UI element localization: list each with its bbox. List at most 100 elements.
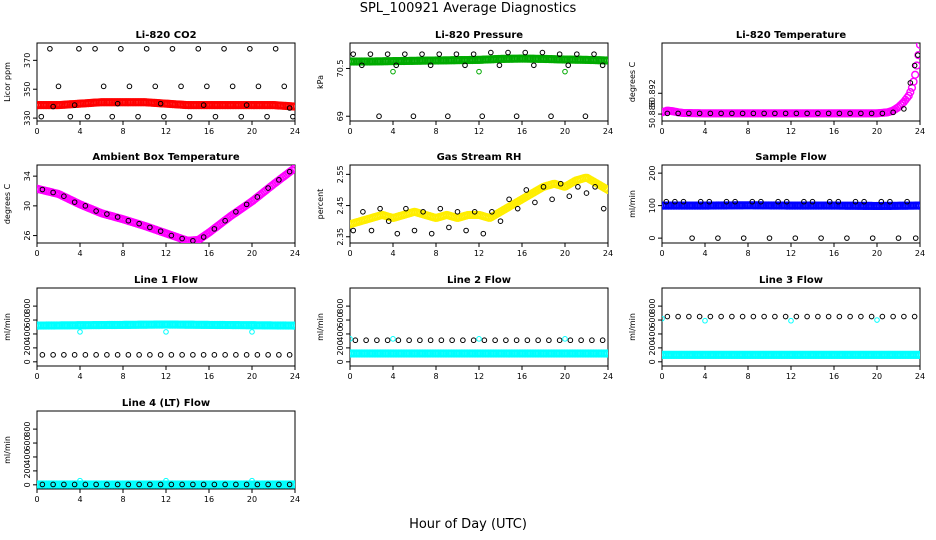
x-tick-label: 8	[433, 249, 438, 258]
data-point	[222, 217, 228, 224]
data-point	[603, 56, 608, 65]
data-point	[104, 481, 110, 488]
y-tick-label: 26	[23, 230, 32, 240]
data-point	[222, 481, 228, 488]
x-tick-label: 24	[915, 127, 925, 136]
data-point	[190, 352, 196, 358]
data-point	[793, 110, 800, 117]
series-2	[39, 352, 293, 358]
data-point	[233, 481, 239, 488]
y-tick-label: 200	[336, 340, 345, 355]
data-point	[109, 113, 116, 120]
data-point	[395, 337, 402, 344]
series-3	[77, 477, 255, 484]
data-point	[200, 481, 207, 488]
y-tick-label: 2.35	[336, 228, 345, 246]
data-point	[82, 481, 89, 488]
data-point	[195, 45, 202, 52]
x-axis-label: Hour of Day (UTC)	[409, 517, 527, 532]
data-point	[402, 51, 408, 57]
data-point	[265, 185, 271, 191]
data-point	[686, 313, 692, 320]
y-tick-label: 2.55	[336, 165, 345, 183]
data-point	[689, 235, 695, 241]
data-point	[532, 199, 538, 206]
data-point	[761, 110, 767, 117]
data-point	[562, 68, 568, 75]
data-point	[476, 336, 482, 342]
data-point	[506, 196, 512, 203]
data-point	[249, 329, 255, 335]
x-tick-label: 8	[120, 249, 125, 258]
data-point	[114, 481, 121, 488]
data-point	[675, 313, 681, 320]
data-point	[286, 105, 293, 111]
data-point	[906, 88, 915, 97]
data-point	[363, 337, 369, 344]
data-point	[406, 337, 412, 344]
series-1	[350, 173, 608, 229]
data-point	[290, 321, 295, 330]
data-point	[50, 189, 56, 196]
y-tick-label: 370	[23, 53, 32, 68]
data-point	[204, 83, 210, 90]
series-3	[77, 329, 255, 335]
data-point	[496, 62, 503, 69]
data-point	[546, 337, 552, 344]
data-point	[818, 235, 824, 241]
data-point	[359, 62, 365, 69]
data-point	[147, 352, 153, 358]
data-point	[249, 477, 255, 484]
x-tick-label: 20	[872, 249, 882, 258]
data-point	[901, 313, 907, 320]
data-point	[276, 481, 282, 488]
x-tick-label: 0	[347, 249, 352, 258]
data-point	[211, 352, 218, 358]
series-1	[350, 349, 608, 358]
x-tick-label: 20	[872, 372, 882, 381]
data-point	[50, 103, 56, 110]
y-tick-label: 600	[336, 312, 345, 327]
data-point	[663, 198, 670, 205]
x-tick-label: 24	[603, 127, 613, 136]
plot-area	[37, 477, 295, 489]
y-tick-label: 800	[648, 298, 657, 313]
x-tick-label: 12	[161, 372, 171, 381]
y-tick-label: 100	[648, 198, 657, 213]
data-point	[135, 113, 141, 120]
data-point	[390, 68, 396, 75]
plot-frame	[349, 42, 609, 122]
x-tick-label: 8	[120, 495, 125, 504]
panel-title: Line 2 Flow	[447, 275, 511, 286]
data-point	[286, 168, 293, 175]
x-tick-label: 0	[659, 372, 664, 381]
data-point	[549, 196, 555, 203]
data-point	[562, 336, 568, 342]
data-point	[385, 218, 392, 224]
series-2	[39, 168, 293, 243]
panel-title: Line 4 (LT) Flow	[122, 398, 210, 409]
x-tick-label: 4	[702, 127, 707, 136]
data-point	[61, 193, 67, 199]
series-3	[662, 315, 880, 324]
x-tick-label: 0	[34, 372, 39, 381]
data-point	[574, 51, 580, 57]
data-point	[92, 45, 98, 52]
data-point	[858, 313, 864, 320]
x-tick-label: 4	[77, 495, 82, 504]
data-point	[403, 205, 409, 212]
y-tick-label: 400	[648, 326, 657, 341]
data-point	[874, 317, 880, 323]
series-3	[350, 336, 568, 342]
data-point	[39, 481, 46, 488]
data-point	[50, 352, 56, 358]
data-point	[911, 70, 920, 79]
series-3	[390, 68, 568, 75]
y-axis-label: degrees C	[628, 61, 637, 102]
y-tick-label: 400	[336, 326, 345, 341]
data-point	[104, 211, 110, 217]
data-point	[71, 352, 78, 358]
data-point	[82, 203, 89, 209]
